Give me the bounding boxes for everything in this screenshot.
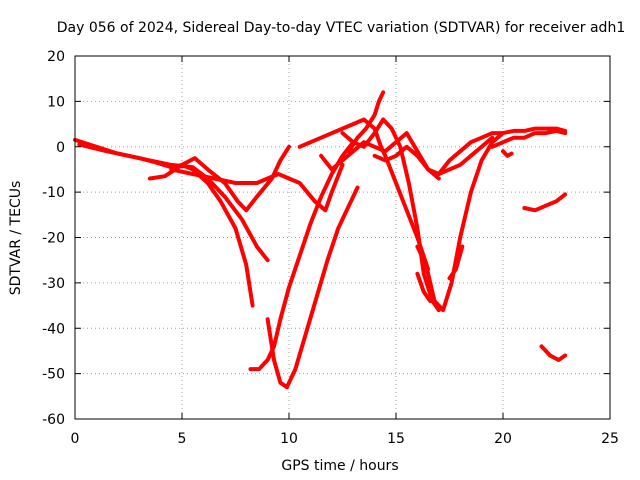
y-axis-label: SDTVAR / TECUs (8, 181, 24, 296)
y-tick-label: -20 (42, 231, 65, 247)
chart-title: Day 056 of 2024, Sidereal Day-to-day VTE… (57, 20, 625, 36)
y-tick-label: 0 (56, 140, 65, 156)
series-pass-q (522, 192, 568, 213)
series-pass-n (415, 271, 433, 303)
x-tick-label: 5 (178, 431, 187, 447)
series-pass-i (319, 131, 441, 181)
x-tick-label: 15 (387, 431, 405, 447)
y-tick-label: 10 (47, 94, 65, 110)
series-pass-g (297, 117, 431, 272)
series-pass-r (539, 344, 568, 362)
y-tick-label: -60 (42, 412, 65, 428)
series-pass-p (490, 128, 568, 149)
y-tick-label: -30 (42, 276, 65, 292)
data-series-layer (73, 90, 568, 390)
series-pass-k (372, 135, 495, 176)
y-tick-label: -40 (42, 321, 65, 337)
x-tick-label: 0 (71, 431, 80, 447)
series-pass-m (436, 126, 568, 176)
series-pass-e (248, 140, 356, 372)
y-tick-label: -10 (42, 185, 65, 201)
series-pass-o (447, 244, 465, 281)
y-tick-label: 20 (47, 49, 65, 65)
series-pass-j (346, 90, 386, 154)
series-pass-s (501, 149, 514, 158)
x-tick-label: 20 (494, 431, 512, 447)
x-tick-label: 10 (280, 431, 298, 447)
axis-ticks: 0 5 10 15 20 25 -60 -50 -40 -30 -20 -10 0 10 20 (42, 49, 619, 447)
series-pass-b (77, 142, 270, 263)
x-axis-label: GPS time / hours (281, 458, 398, 474)
series-pass-f (265, 185, 360, 390)
y-tick-label: -50 (42, 367, 65, 383)
series-pass-d (169, 162, 345, 213)
series-pass-l (415, 131, 505, 313)
x-tick-label: 25 (601, 431, 619, 447)
grid-lines (75, 56, 610, 419)
